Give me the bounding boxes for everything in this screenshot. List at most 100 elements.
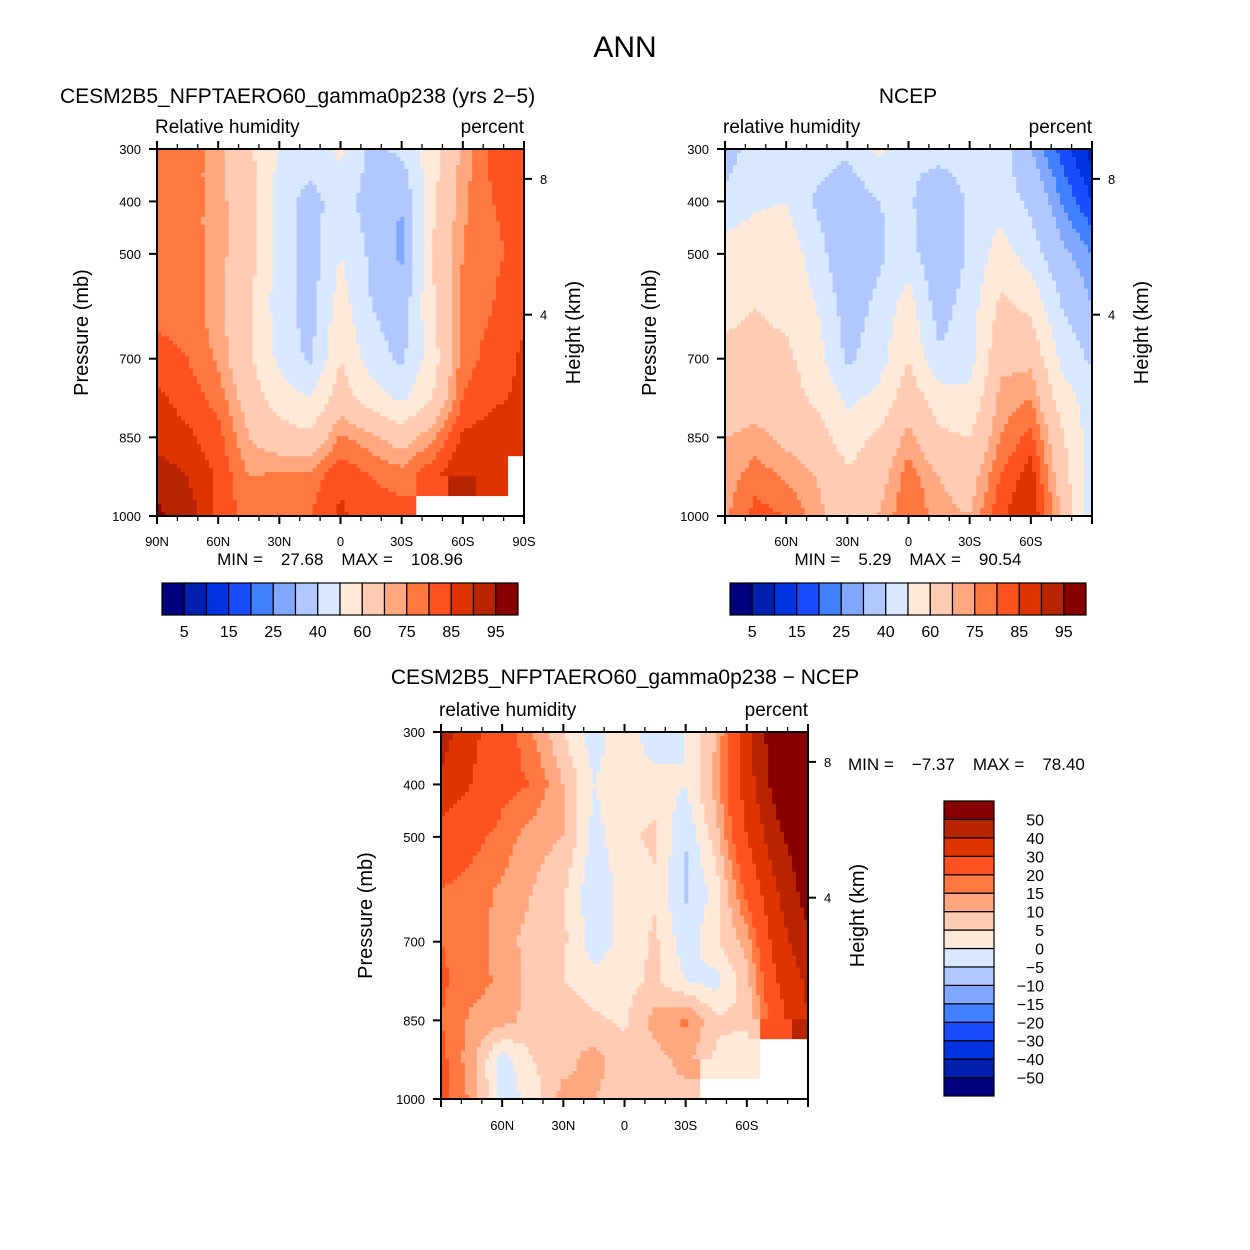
contour-cell: [780, 991, 805, 996]
contour-cell: [252, 360, 278, 366]
contour-cell: [836, 300, 870, 306]
contour-cell: [916, 220, 965, 226]
contour-cell: [432, 460, 449, 465]
contour-cell: [725, 488, 738, 493]
contour-cell: [1000, 440, 1021, 445]
contour-cell: [256, 268, 274, 274]
contour-cell: [157, 280, 206, 286]
contour-cell: [1088, 292, 1093, 298]
contour-cell: [272, 352, 306, 358]
contour-cell: [768, 747, 809, 753]
contour-cell: [204, 192, 226, 198]
contour-cell: [564, 732, 586, 737]
contour-cell: [656, 827, 673, 833]
contour-cell: [472, 172, 489, 178]
contour-cell: [157, 268, 206, 274]
contour-cell: [920, 172, 953, 178]
contour-cell: [296, 284, 318, 290]
contour-cell: [336, 376, 350, 381]
contour-cell: [1040, 456, 1045, 461]
contour-cell: [1084, 460, 1093, 465]
contour-cell: [180, 416, 218, 421]
contour-cell: [472, 152, 489, 158]
contour-cell: [832, 272, 882, 278]
contour-cell: [432, 396, 449, 401]
contour-cell: [584, 867, 610, 873]
contour-cell: [1044, 152, 1061, 158]
contour-cell: [348, 284, 370, 290]
contour-cell: [700, 1071, 761, 1076]
contour-cell: [576, 807, 594, 813]
contour-cell: [752, 1015, 761, 1020]
contour-cell: [412, 236, 425, 242]
contour-cell: [600, 1087, 701, 1092]
contour-cell: [900, 380, 918, 385]
contour-cell: [544, 795, 566, 801]
contour-cell: [492, 180, 525, 186]
contour-cell: [880, 268, 926, 274]
contour-cell: [724, 855, 729, 861]
contour-cell: [708, 835, 721, 841]
contour-cell: [448, 807, 502, 813]
contour-cell: [936, 416, 977, 421]
contour-cell: [460, 296, 497, 302]
contour-cell: [464, 1067, 478, 1072]
contour-cell: [312, 348, 330, 354]
contour-cell: [924, 396, 981, 401]
contour-cell: [1012, 452, 1037, 457]
contour-cell: [448, 392, 457, 397]
contour-cell: [976, 308, 997, 314]
contour-cell: [756, 795, 773, 801]
contour-cell: [824, 348, 846, 354]
contour-cell: [676, 803, 693, 809]
contour-cell: [1036, 156, 1049, 162]
contour-cell: [960, 268, 985, 274]
contour-cell: [904, 364, 914, 369]
contour-cell: [596, 775, 701, 781]
contour-cell: [212, 348, 230, 354]
contour-cell: [441, 835, 486, 841]
contour-cell: [228, 460, 246, 465]
contour-cell: [524, 919, 566, 925]
contour-cell: [725, 512, 730, 517]
contour-cell: [756, 939, 773, 945]
contour-cell: [404, 216, 413, 222]
contour-cell: [920, 176, 957, 182]
contour-cell: [224, 388, 238, 393]
contour-cell: [664, 983, 705, 988]
contour-cell: [824, 176, 862, 182]
contour-cell: [420, 156, 441, 162]
contour-cell: [1052, 208, 1065, 214]
contour-cell: [576, 771, 594, 777]
contour-cell: [864, 440, 902, 445]
contour-cell: [476, 484, 509, 489]
contour-cell: [688, 859, 701, 865]
contour-cell: [1056, 149, 1073, 154]
contour-cell: [228, 244, 258, 250]
contour-cell: [232, 472, 250, 477]
contour-cell: [564, 923, 586, 929]
contour-cell: [988, 248, 1013, 254]
contour-cell: [560, 1079, 602, 1084]
contour-cell: [725, 432, 734, 437]
contour-cell: [640, 835, 658, 841]
contour-cell: [876, 384, 902, 389]
contour-cell: [1052, 392, 1077, 397]
contour-cell: [596, 779, 701, 785]
contour-cell: [844, 456, 858, 461]
contour-cell: [828, 260, 886, 266]
contour-cell: [412, 244, 425, 250]
contour-cell: [768, 751, 809, 757]
contour-cell: [736, 931, 749, 937]
contour-cell: [436, 200, 457, 206]
contour-cell: [312, 356, 330, 362]
contour-cell: [1044, 492, 1053, 497]
contour-cell: [776, 811, 809, 817]
contour-cell: [980, 296, 1001, 302]
contour-cell: [736, 971, 749, 976]
contour-cell: [488, 939, 518, 945]
contour-cell: [700, 1015, 753, 1020]
contour-cell: [320, 236, 366, 242]
contour-cell: [920, 256, 965, 262]
contour-cell: [692, 811, 705, 817]
